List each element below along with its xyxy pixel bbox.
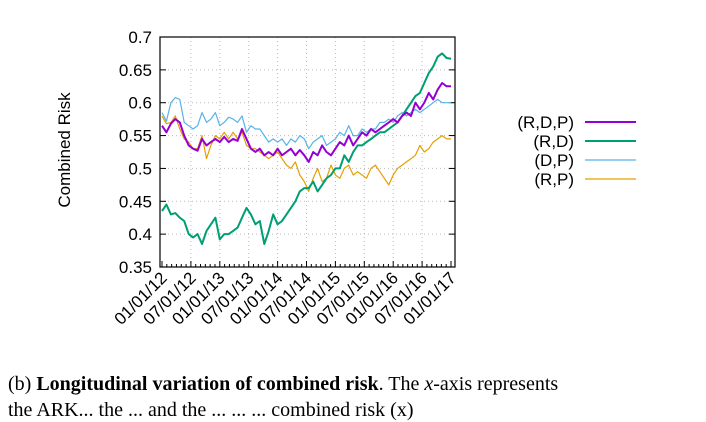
series-lines: [161, 52, 452, 245]
caption-x-var: x: [424, 373, 434, 395]
legend-label: (R,D): [533, 132, 574, 151]
legend-label: (R,D,P): [517, 113, 574, 132]
plot-frame: [159, 36, 456, 268]
grid: [160, 37, 455, 267]
y-ticks: 0.35 0.4 0.45 0.5 0.55 0.6 0.65 0.7: [119, 28, 152, 277]
caption-text-2: -axis represents: [433, 373, 559, 395]
y-tick-label: 0.4: [128, 225, 152, 244]
y-tick-label: 0.45: [119, 192, 152, 211]
x-ticks: 01/01/1207/01/1201/01/1307/01/1301/01/14…: [111, 268, 460, 328]
figure-caption: (b) Longitudinal variation of combined r…: [8, 372, 704, 396]
chart: 0.35 0.4 0.45 0.5 0.55 0.6 0.65 0.7 01/01/1207/…: [55, 28, 636, 329]
axes: [159, 36, 456, 268]
series-line-1: [161, 82, 451, 163]
legend-label: (R,P): [534, 170, 574, 189]
legend-label: (D,P): [534, 151, 574, 170]
y-tick-label: 0.65: [119, 61, 152, 80]
caption-label: (b): [8, 373, 32, 395]
legend: (R,D,P)(R,D)(D,P)(R,P): [517, 113, 636, 189]
caption-text-1: . The: [378, 373, 420, 395]
y-tick-label: 0.35: [119, 258, 152, 277]
y-tick-label: 0.6: [128, 94, 152, 113]
figure-caption-line2: the ARK... the ... and the ... ... ... c…: [8, 399, 414, 421]
y-axis-label: Combined Risk: [55, 92, 74, 208]
y-tick-label: 0.55: [119, 127, 152, 146]
y-tick-label: 0.5: [128, 159, 152, 178]
caption-title: Longitudinal variation of combined risk: [36, 373, 379, 395]
series-line-4: [161, 115, 451, 192]
y-tick-label: 0.7: [128, 28, 152, 47]
